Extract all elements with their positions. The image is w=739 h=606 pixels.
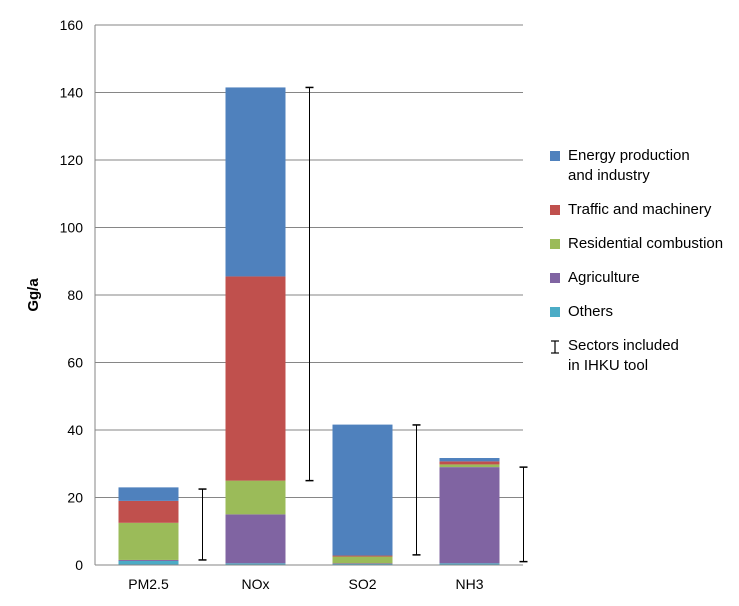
legend-label-agriculture: Agriculture — [568, 269, 640, 286]
bar-segment — [225, 514, 286, 564]
y-tick-label: 60 — [67, 355, 83, 371]
bar-segment — [439, 467, 500, 564]
range-marker — [198, 488, 207, 561]
legend-item-traffic: Traffic and machinery — [550, 200, 739, 220]
legend-swatch-agriculture — [550, 273, 560, 283]
bar-segment — [118, 522, 179, 560]
range-markers — [198, 86, 528, 563]
y-tick-label: 40 — [67, 422, 83, 438]
bar-segment — [225, 87, 286, 277]
x-category-label: PM2.5 — [128, 576, 169, 592]
x-category-labels: PM2.5 NOx SO2 NH3 — [128, 576, 483, 592]
y-tick-label: 160 — [60, 17, 84, 33]
bar-segment — [439, 464, 500, 468]
bar-segment — [439, 458, 500, 462]
bar-segment — [225, 480, 286, 515]
legend-swatch-others — [550, 307, 560, 317]
legend-label-residential: Residential combustion — [568, 235, 724, 252]
bars — [118, 87, 500, 565]
legend-item-range: Sectors included in IHKU tool — [550, 336, 739, 376]
y-axis-label: Gg/a — [25, 278, 42, 312]
legend-label-energy: Energy production and industry — [568, 147, 690, 184]
y-tick-label: 140 — [60, 85, 84, 101]
bar-segment — [439, 461, 500, 465]
legend-swatch-traffic — [550, 205, 560, 215]
y-tick-label: 20 — [67, 490, 83, 506]
y-tick-label: 100 — [60, 220, 84, 236]
legend-swatch-energy — [550, 151, 560, 161]
range-marker — [305, 86, 314, 482]
range-marker — [412, 424, 421, 556]
bar-segment — [118, 560, 179, 565]
bar-segment — [118, 559, 179, 561]
y-tick-label: 0 — [75, 557, 83, 573]
legend-item-energy: Energy production and industry — [550, 146, 739, 186]
bar-segment — [332, 555, 393, 557]
bar-segment — [332, 563, 393, 565]
bar-segment — [332, 556, 393, 564]
x-category-label: NOx — [242, 576, 270, 592]
y-tick-label: 80 — [67, 287, 83, 303]
x-category-label: SO2 — [348, 576, 376, 592]
y-tick-labels: 0 20 40 60 80 100 120 140 160 — [60, 17, 84, 573]
bar-segment — [118, 500, 179, 523]
legend-label-range: Sectors included in IHKU tool — [568, 337, 679, 374]
range-marker — [519, 466, 528, 563]
legend-item-agriculture: Agriculture — [550, 268, 739, 288]
legend-item-residential: Residential combustion — [550, 234, 739, 254]
legend-label-others: Others — [568, 303, 614, 320]
bar-segment — [118, 487, 179, 501]
y-tick-label: 120 — [60, 152, 84, 168]
legend-item-others: Others — [550, 302, 739, 322]
bar-segment — [332, 563, 393, 564]
x-category-label: NH3 — [455, 576, 483, 592]
legend: Energy production and industry Traffic a… — [550, 146, 739, 390]
range-bracket-icon — [551, 340, 559, 354]
bar-segment — [225, 563, 286, 565]
legend-label-traffic: Traffic and machinery — [568, 201, 712, 218]
bar-segment — [225, 276, 286, 481]
bar-segment — [332, 424, 393, 556]
bar-segment — [439, 563, 500, 565]
legend-swatch-residential — [550, 239, 560, 249]
